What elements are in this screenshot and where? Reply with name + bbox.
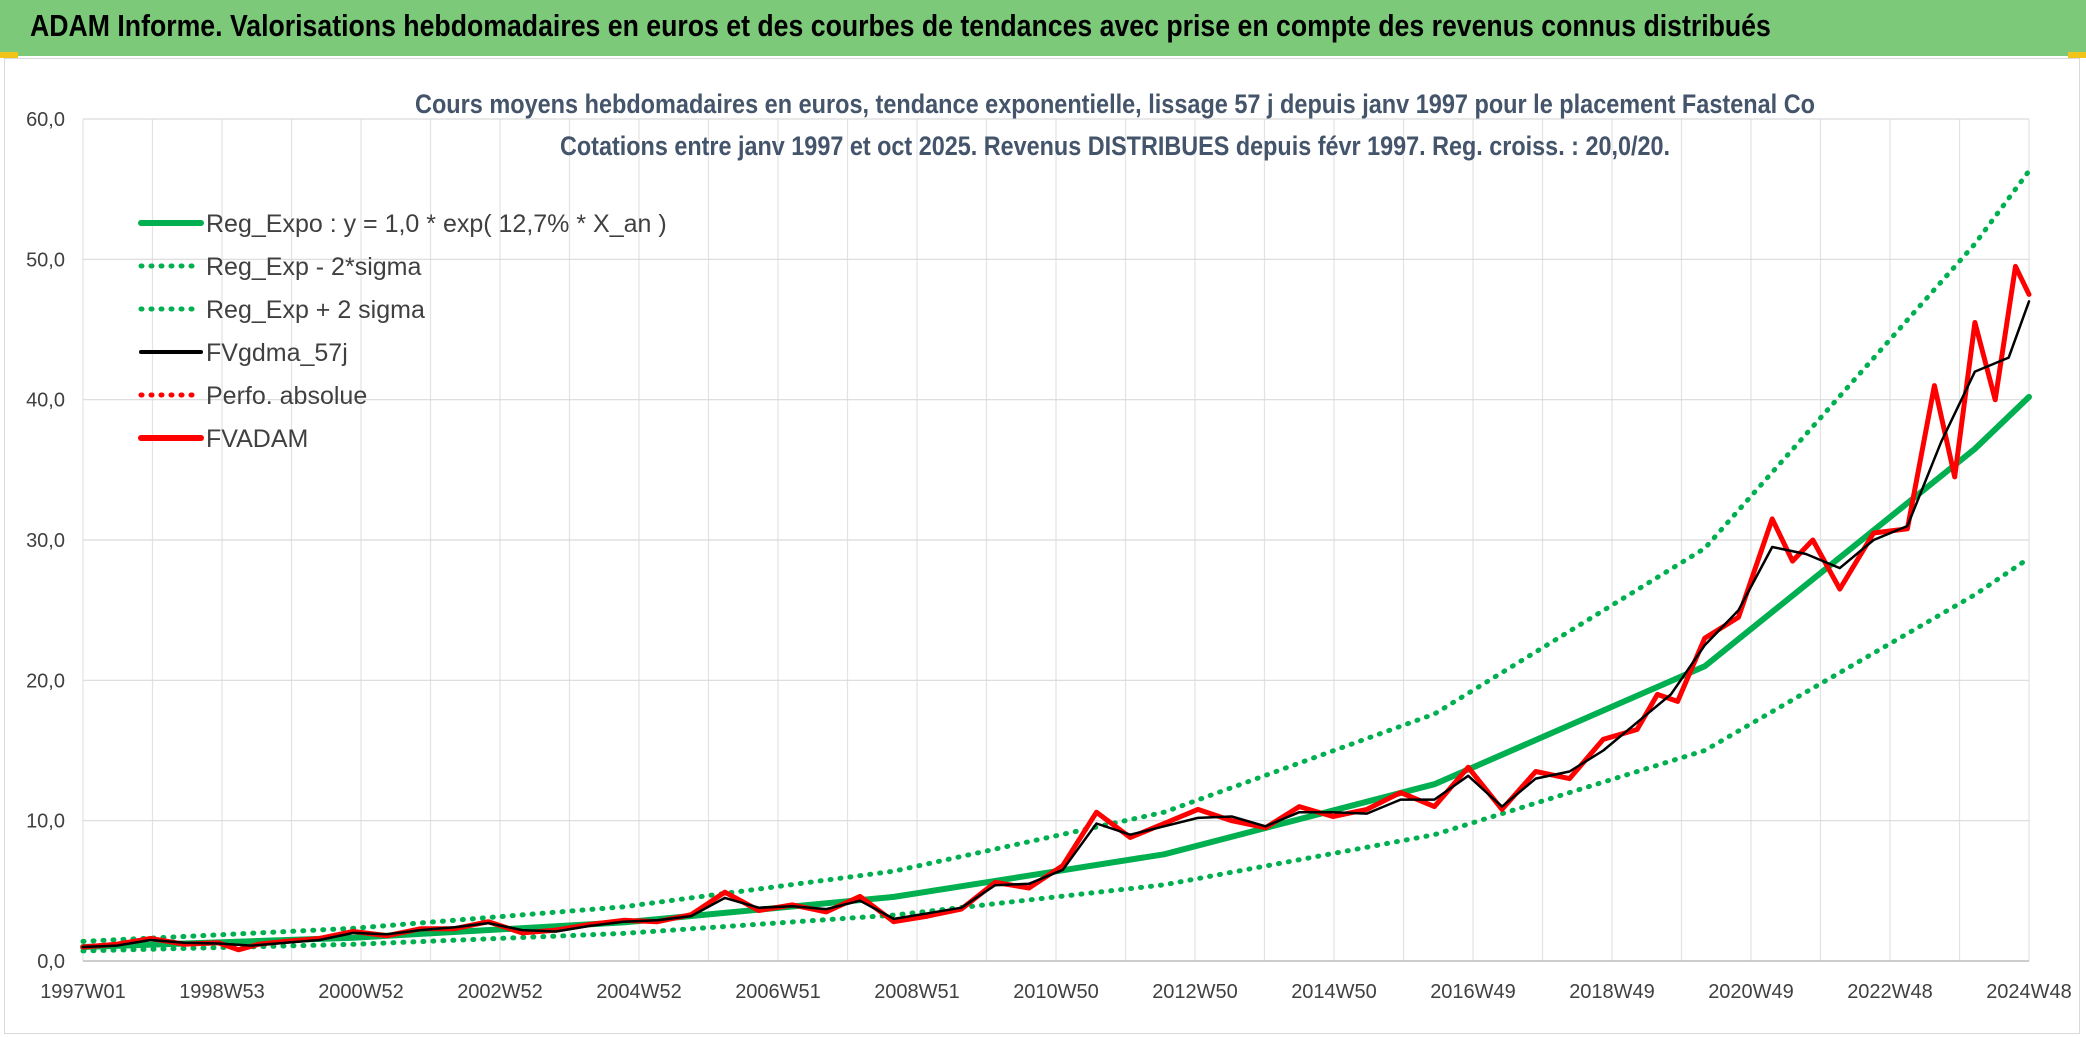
x-tick-label: 1997W01: [40, 981, 126, 1003]
x-tick-label: 2024W48: [1986, 981, 2072, 1003]
legend: Reg_Expo : y = 1,0 * exp( 12,7% * X_an )…: [138, 210, 667, 453]
x-tick-label: 2012W50: [1152, 981, 1238, 1003]
x-tick-label: 2014W50: [1291, 981, 1377, 1003]
series-line: [80, 555, 2032, 954]
legend-label: FVgdma_57j: [206, 339, 348, 367]
y-tick-label: 10,0: [26, 811, 65, 833]
y-axis-ticks: 0,0 10,0 20,0 30,0 40,0 50,0 60,0: [26, 109, 65, 973]
series-line: [81, 300, 2031, 949]
x-tick-label: 2018W49: [1569, 981, 1655, 1003]
y-tick-label: 0,0: [37, 951, 65, 973]
y-tick-label: 40,0: [26, 390, 65, 412]
x-tick-label: 2006W51: [735, 981, 821, 1003]
x-tick-label: 2004W52: [596, 981, 682, 1003]
x-tick-label: 2022W48: [1847, 981, 1933, 1003]
x-axis-ticks: 1997W01 1998W53 2000W52 2002W52 2004W52 2006W…: [40, 981, 2072, 1003]
legend-label: Reg_Exp + 2 sigma: [206, 296, 425, 324]
legend-label: Perfo. absolue: [206, 382, 367, 410]
x-tick-label: 2000W52: [318, 981, 404, 1003]
y-tick-label: 60,0: [26, 109, 65, 131]
series-lines: [80, 168, 2032, 954]
x-tick-label: 2008W51: [874, 981, 960, 1003]
legend-label: Reg_Exp - 2*sigma: [206, 253, 421, 281]
x-tick-label: 2010W50: [1013, 981, 1099, 1003]
corner-accent-left: [0, 52, 18, 58]
y-tick-label: 20,0: [26, 670, 65, 692]
gridlines: [82, 118, 2030, 962]
chart-title: Cours moyens hebdomadaires en euros, ten…: [415, 89, 1815, 119]
report-header: ADAM Informe. Valorisations hebdomadaire…: [0, 0, 2086, 56]
x-tick-label: 2002W52: [457, 981, 543, 1003]
legend-label: FVADAM: [206, 425, 308, 453]
y-tick-label: 50,0: [26, 249, 65, 271]
x-tick-label: 2020W49: [1708, 981, 1794, 1003]
chart-frame: 0,0 10,0 20,0 30,0 40,0 50,0 60,0 1997W01 1998W…: [4, 58, 2080, 1034]
x-tick-label: 1998W53: [179, 981, 265, 1003]
series-line: [80, 168, 2032, 944]
x-tick-label: 2016W49: [1430, 981, 1516, 1003]
report-title: ADAM Informe. Valorisations hebdomadaire…: [30, 8, 1771, 43]
legend-label: Reg_Expo : y = 1,0 * exp( 12,7% * X_an ): [206, 210, 667, 238]
line-chart: 0,0 10,0 20,0 30,0 40,0 50,0 60,0 1997W01 1998W…: [26, 89, 2072, 1003]
chart-subtitle: Cotations entre janv 1997 et oct 2025. R…: [560, 131, 1670, 161]
y-tick-label: 30,0: [26, 530, 65, 552]
corner-accent-right: [2068, 52, 2086, 58]
series-line: [80, 393, 2032, 950]
